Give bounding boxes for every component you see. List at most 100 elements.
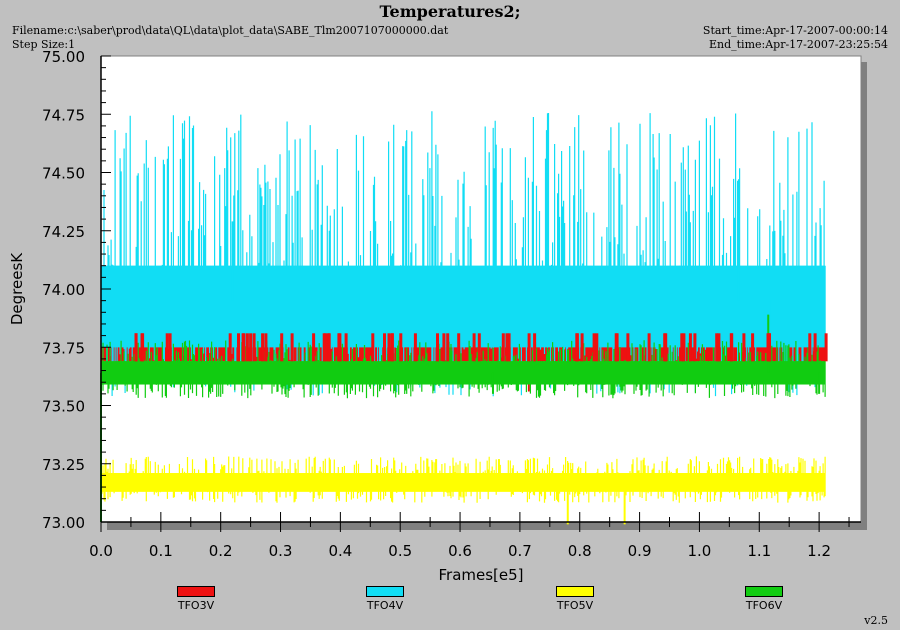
- series-point: [527, 333, 531, 362]
- series-point: [442, 333, 446, 362]
- series-point: [436, 333, 439, 362]
- series-point: [730, 333, 734, 362]
- x-tick-label: 0.8: [568, 542, 592, 560]
- end-time-label: End_time:Apr-17-2007-23:25:54: [708, 38, 888, 51]
- x-tick-label: 0.9: [628, 542, 652, 560]
- series-tfo3v-marks: [134, 333, 828, 362]
- y-tick-label: 74.00: [42, 281, 85, 299]
- series-point: [249, 333, 253, 362]
- y-tick-label: 74.25: [42, 223, 85, 241]
- series-point: [693, 333, 697, 362]
- start-time-label: Start_time:Apr-17-2007-00:00:14: [702, 24, 888, 37]
- series-point: [245, 333, 249, 362]
- y-axis-label: DegreesK: [8, 252, 26, 325]
- series-point: [682, 333, 686, 362]
- series-point: [717, 333, 721, 362]
- legend-label: TFO5V: [556, 599, 594, 612]
- series-point: [663, 333, 667, 362]
- y-tick-label: 74.75: [42, 106, 85, 124]
- series-point: [337, 333, 341, 362]
- series-layer: [100, 111, 828, 525]
- series-point: [715, 333, 719, 362]
- series-point: [344, 333, 348, 362]
- series-point: [575, 333, 579, 362]
- version-label: v2.5: [864, 614, 888, 627]
- series-point: [252, 333, 256, 362]
- series-point: [614, 333, 618, 362]
- y-tick-label: 75.00: [42, 48, 85, 66]
- y-tick-label: 73.00: [42, 514, 85, 532]
- series-point: [533, 333, 537, 362]
- step-size-label: Step Size:1: [12, 38, 76, 51]
- series-point: [324, 333, 327, 362]
- series-point: [168, 333, 172, 362]
- series-point: [264, 333, 268, 362]
- chart-title: Temperatures2;: [379, 2, 521, 21]
- x-tick-label: 0.5: [388, 542, 412, 560]
- legend-swatch: [177, 586, 215, 597]
- x-axis-label: Frames[e5]: [438, 566, 523, 584]
- series-point: [457, 333, 461, 362]
- series-point: [312, 333, 316, 362]
- series-point: [813, 333, 817, 362]
- series-point: [327, 333, 331, 362]
- series-point: [626, 333, 630, 362]
- y-tick-label: 74.50: [42, 165, 85, 183]
- series-point: [472, 333, 476, 362]
- x-tick-label: 0.0: [89, 542, 113, 560]
- series-point: [688, 333, 692, 362]
- legend-swatch: [366, 586, 404, 597]
- series-point: [237, 333, 240, 362]
- series-point: [477, 333, 481, 362]
- series-point: [751, 333, 755, 362]
- series-point: [134, 333, 138, 362]
- y-tick-label: 73.75: [42, 339, 85, 357]
- y-tick-label: 73.25: [42, 456, 85, 474]
- x-tick-label: 0.2: [209, 542, 233, 560]
- series-tfo4v: [100, 111, 826, 397]
- axes-layer: 73.00 73.25 73.50 73.75 74.00 74.25 74.50 74.75…: [42, 48, 861, 560]
- legend-item-tfo5v: TFO5V: [535, 586, 615, 612]
- series-point: [261, 333, 265, 362]
- legend-label: TFO6V: [745, 599, 783, 612]
- series-point: [595, 333, 599, 362]
- series-point: [767, 333, 771, 362]
- series-point: [141, 333, 145, 362]
- legend-item-tfo4v: TFO4V: [345, 586, 425, 612]
- series-point: [505, 333, 509, 362]
- x-tick-label: 1.1: [747, 542, 771, 560]
- series-point: [680, 333, 684, 362]
- legend-swatch: [556, 586, 594, 597]
- series-point: [824, 333, 828, 362]
- series-point: [399, 333, 403, 362]
- series-point: [383, 333, 386, 362]
- series-point: [413, 333, 417, 362]
- x-tick-label: 0.6: [448, 542, 472, 560]
- x-tick-label: 1.2: [807, 542, 831, 560]
- x-tick-label: 0.7: [508, 542, 532, 560]
- legend-swatch: [745, 586, 783, 597]
- series-point: [592, 333, 596, 362]
- series-point: [371, 333, 375, 362]
- legend-label: TFO4V: [366, 599, 404, 612]
- x-tick-label: 0.1: [149, 542, 173, 560]
- x-tick-label: 0.4: [328, 542, 352, 560]
- series-point: [647, 333, 651, 362]
- series-point: [165, 333, 169, 362]
- series-point: [280, 333, 284, 362]
- series-point: [390, 333, 394, 362]
- series-point: [446, 333, 450, 362]
- series-point: [501, 333, 505, 362]
- series-point: [742, 333, 746, 362]
- legend-label: TFO3V: [177, 599, 215, 612]
- series-point: [290, 333, 294, 362]
- x-tick-label: 0.3: [269, 542, 293, 560]
- series-point: [387, 333, 391, 362]
- series-point: [808, 333, 812, 362]
- series-point: [580, 333, 584, 362]
- series-point: [242, 333, 246, 362]
- y-tick-label: 73.50: [42, 398, 85, 416]
- filename-label: Filename:c:\saber\prod\data\QL\data\plot…: [12, 24, 449, 37]
- x-tick-label: 1.0: [687, 542, 711, 560]
